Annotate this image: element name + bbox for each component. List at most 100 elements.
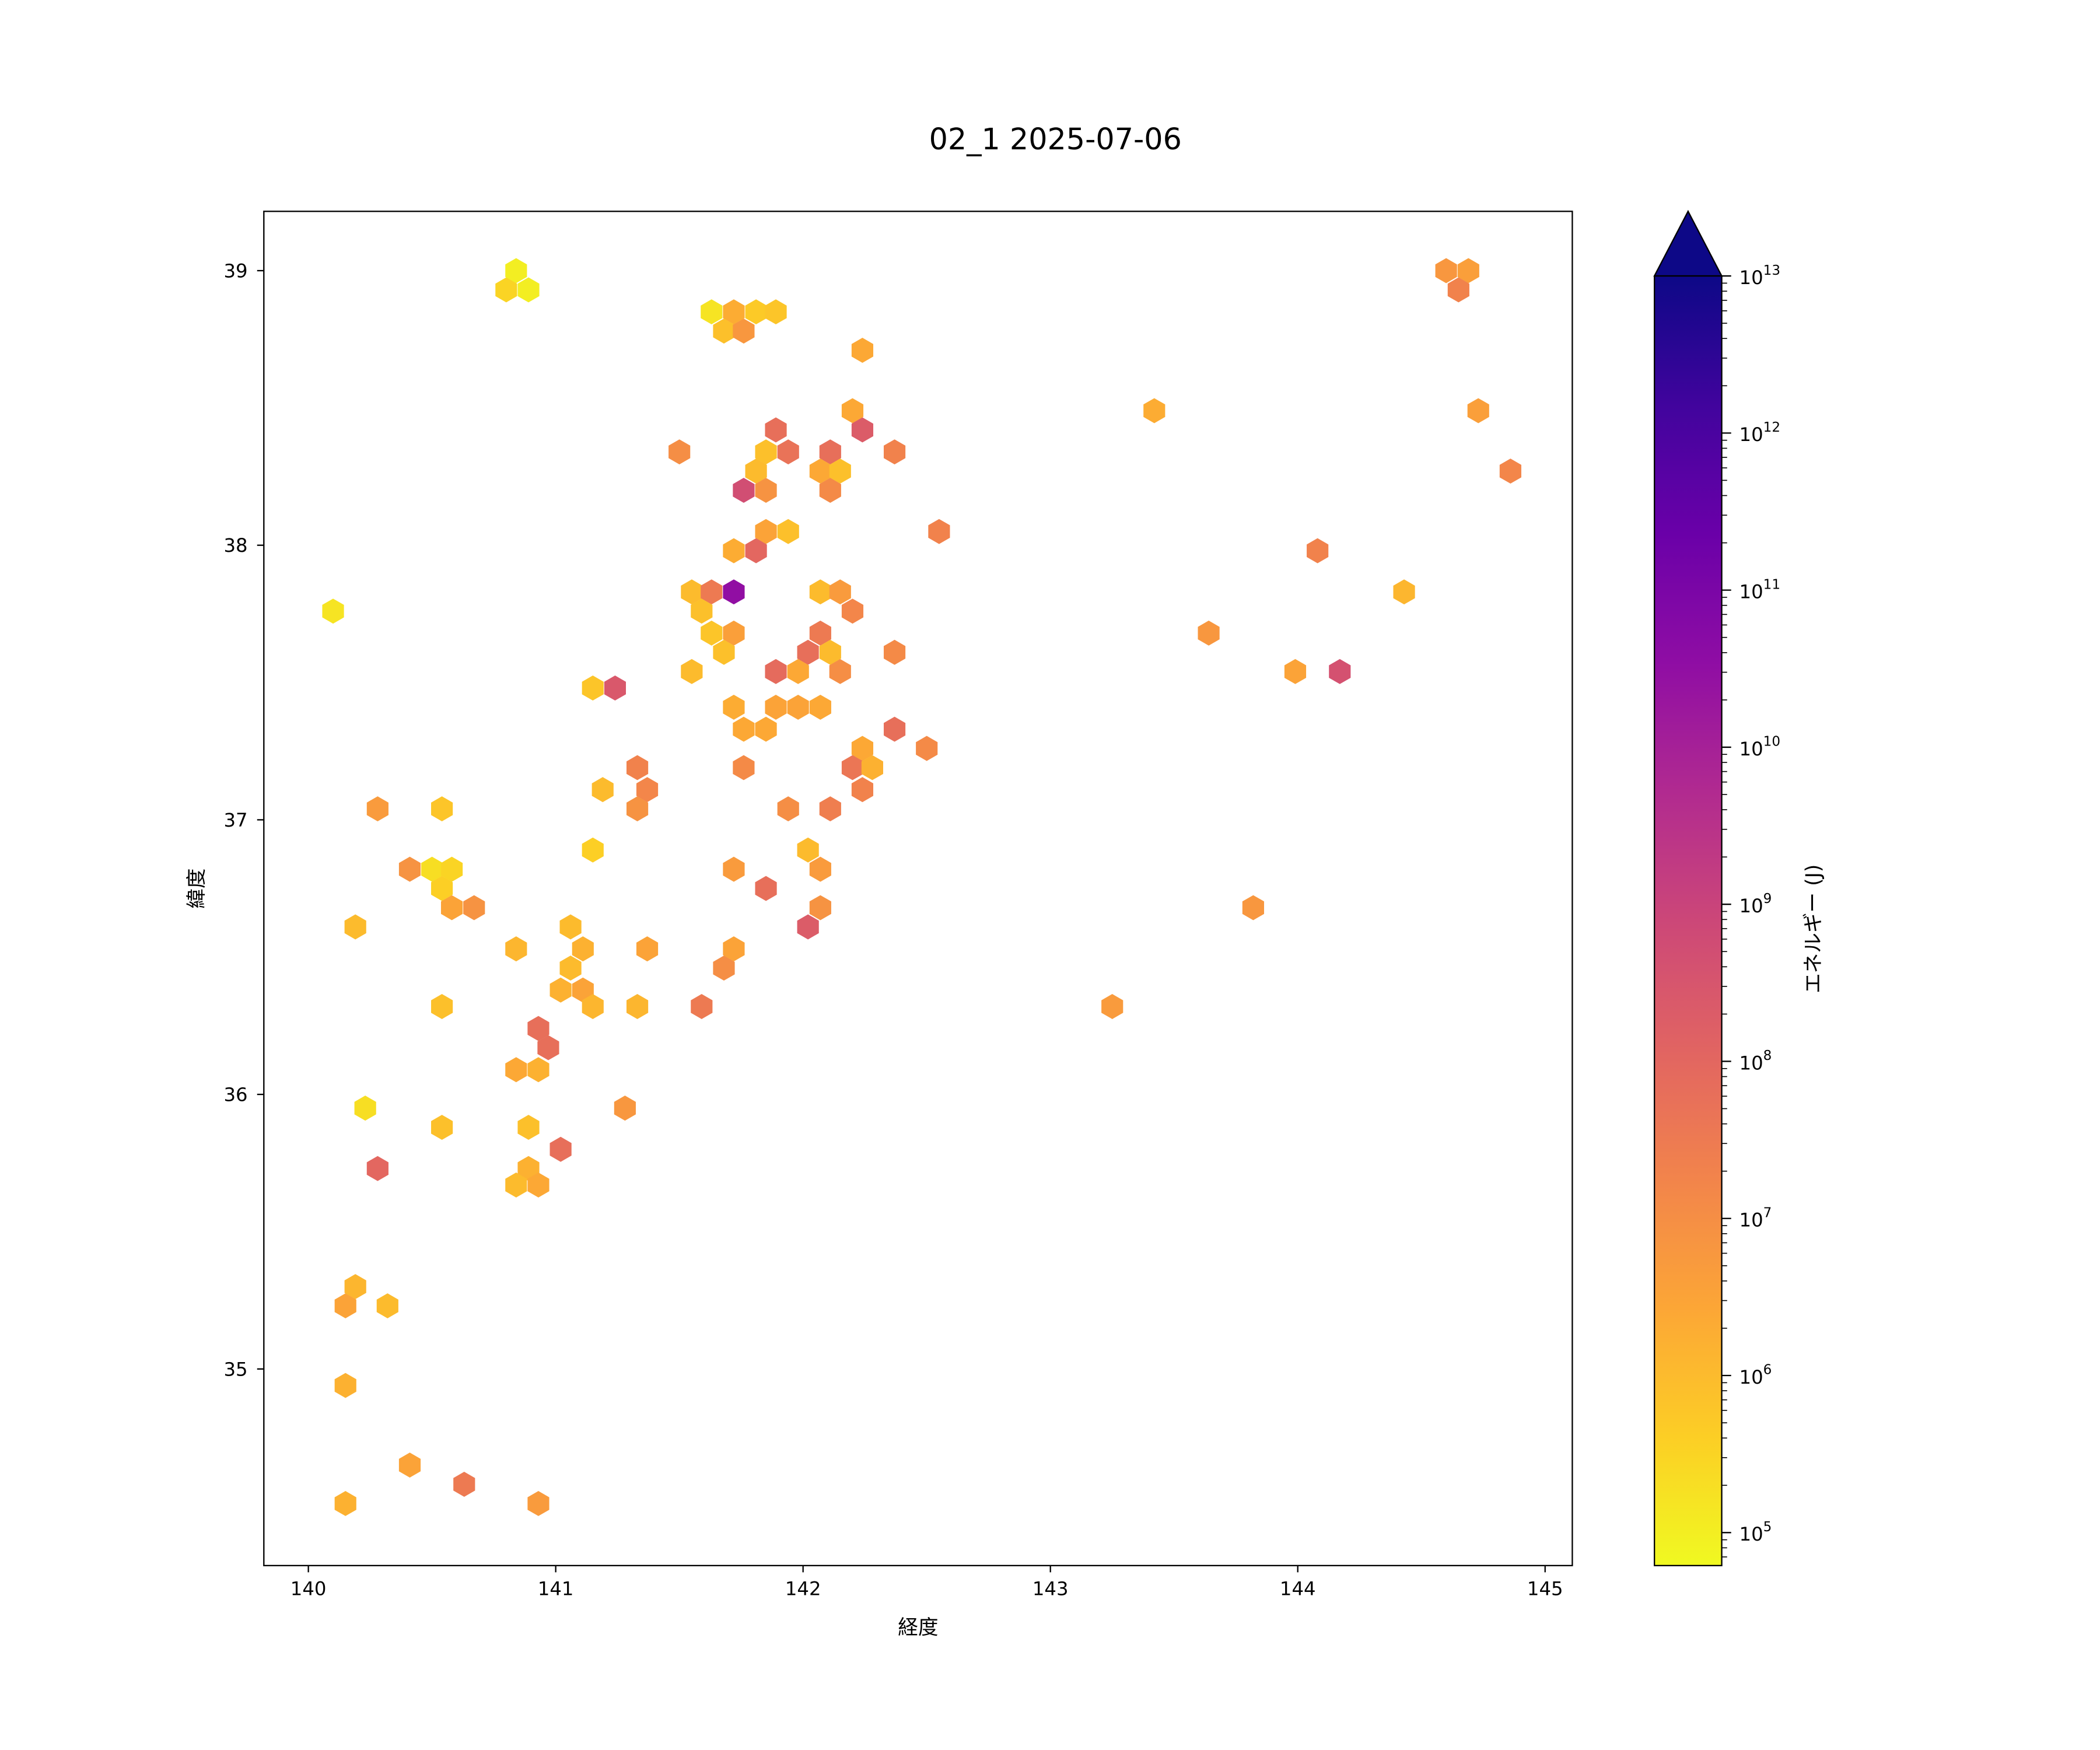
hexbin-cell [376,1293,398,1319]
hexbin-cell [809,459,831,484]
hexbin-cell [550,977,572,1003]
hexbin-cell [841,398,864,424]
hexbin-cell [604,675,626,701]
hexbin-cell [572,977,594,1003]
x-tick-label: 140 [290,1578,327,1600]
colorbar-tick-exponent: 10 [1763,734,1780,750]
hexbin-cell [701,579,723,605]
x-tick-label: 141 [538,1578,574,1600]
hexbin-cell [787,659,809,684]
hexbin-cell [344,914,366,940]
hexbin-cell [366,1156,388,1181]
colorbar-tick-label: 106 [1740,1363,1772,1388]
hexbin-cell [582,675,604,701]
colorbar-extend-arrow [1653,209,1723,277]
hexbin-cell [755,716,777,742]
hexbin-cell [505,936,527,962]
hexbin-cell [431,1115,453,1140]
hexbin-cell [1393,579,1415,605]
colorbar-tick-base: 10 [1740,1523,1763,1545]
hexbin-cell [550,1136,572,1162]
hexbin-cell [681,659,703,684]
hexbin-cell [334,1373,356,1398]
colorbar-tick-base: 10 [1740,1052,1763,1074]
hexbin-cell [713,318,735,344]
hexbin-cell [851,777,874,803]
hexbin-cell [517,1156,540,1181]
colorbar-tick-label: 1010 [1740,734,1780,760]
hexbin-cell [592,777,614,803]
hexbin-cell [829,459,851,484]
hexbin-cell [440,895,463,921]
hexbin-cell [755,519,777,544]
hexbin-cell [916,736,938,761]
hexbin-cell [755,478,777,503]
hexbin-cell [505,1172,527,1198]
hexbin-cell [777,796,799,822]
hexbin-cell [626,796,649,822]
colorbar-gradient [1654,275,1723,1566]
hexbin-cell [819,478,841,503]
hexbin-cell [797,914,819,940]
hexbin-cell [819,439,841,465]
hexbin-cell [928,519,950,544]
hexbin-cell [366,796,388,822]
hexbin-cell [723,579,745,605]
hexbin-cell [829,659,851,684]
hexbin-cell [559,956,582,981]
hexbin-cell [527,1491,550,1516]
hexbin-cell [713,956,735,981]
hexbin-cell [787,694,809,720]
colorbar-tick-exponent: 12 [1763,420,1780,435]
hexbin-cell [322,598,344,624]
colorbar-tick-label: 109 [1740,891,1772,917]
hexbin-cell [765,659,787,684]
hexbin-cell [626,994,649,1019]
colorbar-tick-exponent: 8 [1763,1048,1772,1063]
hexbin-cell [765,299,787,325]
hexbin-cell [841,755,864,780]
colorbar-tick-exponent: 7 [1763,1205,1772,1220]
hexbin-cell [1307,538,1329,564]
hexbin-cell [505,1057,527,1083]
hexbin-cell [668,439,691,465]
colorbar-tick-label: 107 [1740,1205,1772,1231]
colorbar-tick-label: 105 [1740,1520,1772,1545]
colorbar-tick-exponent: 5 [1763,1520,1772,1535]
y-tick-label: 39 [224,260,248,282]
hexbin-cell [1435,258,1457,284]
hexbin-cell [636,777,659,803]
hexbin-cell [1467,398,1489,424]
colorbar-tick-exponent: 11 [1763,577,1780,592]
colorbar-tick-label: 1012 [1740,420,1780,446]
hexbin-cell [841,598,864,624]
hexbin-cell [745,459,767,484]
hexbin-cell [1101,994,1124,1019]
hexbin-cell [733,478,755,503]
hexbin-cell [861,755,883,780]
hexbin-cell [733,318,755,344]
hexbin-cell [1457,258,1479,284]
colorbar-tick-label: 108 [1740,1048,1772,1074]
colorbar-tick-base: 10 [1740,267,1763,289]
hexbin-cell [777,519,799,544]
hexbin-cell [334,1293,356,1319]
hexbin-cell [582,994,604,1019]
hexbin-cell [527,1057,550,1083]
colorbar-tick-base: 10 [1740,738,1763,760]
hexbin-cell [809,895,831,921]
hexbin-cell [723,936,745,962]
hexbin-cell [809,694,831,720]
hexbin-cell [701,620,723,646]
hexbin-cell [453,1472,475,1497]
hexbin-cell [527,1172,550,1198]
hexbin-cell [1242,895,1264,921]
hexbin-cell [723,299,745,325]
x-tick-label: 142 [785,1578,821,1600]
colorbar-tick-exponent: 9 [1763,891,1772,907]
hexbin-cell [851,417,874,443]
hexbin-cell [517,277,540,303]
colorbar-tick-base: 10 [1740,1366,1763,1388]
hexbin-cell [723,856,745,882]
